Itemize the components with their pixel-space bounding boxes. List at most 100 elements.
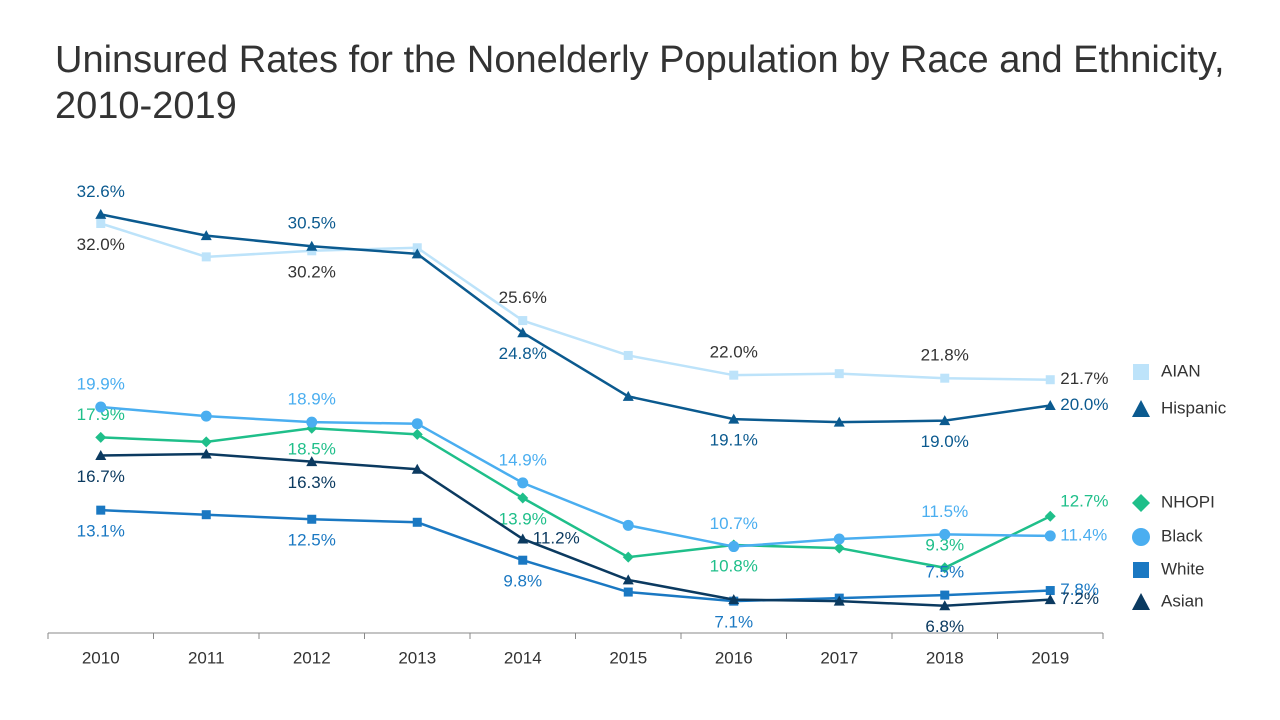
marker [1133,364,1149,380]
data-label: 13.9% [499,510,547,529]
marker [622,551,634,563]
x-tick-label: 2017 [820,648,858,667]
marker [411,463,423,474]
marker [96,219,106,228]
data-label: 30.2% [288,262,336,281]
data-label: 16.3% [288,473,336,492]
data-label: 7.8% [1060,580,1099,599]
marker [306,456,318,467]
data-label: 9.3% [925,535,964,554]
x-tick-label: 2015 [609,648,647,667]
marker [939,528,951,540]
data-label: 18.5% [288,440,336,459]
marker [518,555,528,565]
marker [95,401,107,413]
data-label: 25.6% [499,288,547,307]
data-label: 22.0% [710,343,758,362]
data-label: 13.1% [77,522,125,541]
data-label: 16.7% [77,467,125,486]
data-label: 10.8% [710,557,758,576]
marker [1132,494,1150,512]
chart-title: Uninsured Rates for the Nonelderly Popul… [55,39,1225,127]
data-label: 21.8% [921,346,969,365]
marker [833,542,845,554]
series-line [100,405,1051,548]
marker [517,492,529,504]
series-line [100,452,1051,607]
marker [306,240,318,251]
marker [729,370,739,380]
legend-label: Black [1161,526,1203,545]
marker [517,533,529,544]
x-tick-label: 2013 [398,648,436,667]
series-line [100,222,1051,381]
marker [411,418,423,430]
marker [96,505,106,515]
marker [517,477,529,489]
x-tick-label: 2018 [926,648,964,667]
data-label: 32.6% [77,182,125,201]
marker [1045,375,1055,385]
marker [517,327,529,338]
marker [728,413,740,424]
marker [200,410,212,422]
marker [201,510,211,520]
data-label: 14.9% [499,450,547,469]
data-label: 19.9% [77,375,125,394]
marker [200,448,212,459]
series-line [100,508,1051,603]
legend-label: White [1161,559,1204,578]
data-label: 10.7% [710,514,758,533]
data-label: 32.0% [77,235,125,254]
data-label: 11.5% [921,502,968,521]
marker [307,246,317,256]
data-label: 12.7% [1060,492,1108,511]
marker [412,517,422,527]
marker [1132,400,1150,417]
x-tick-label: 2010 [82,648,120,667]
marker [1133,562,1149,578]
marker [1044,594,1056,605]
data-label: 11.2% [533,528,580,547]
marker [200,230,212,241]
data-label: 7.2% [1060,589,1099,608]
marker [1132,528,1150,546]
legend-label: Hispanic [1161,398,1227,417]
marker [307,514,317,524]
marker [201,252,211,262]
marker [622,519,634,531]
data-label: 11.4% [1060,525,1107,544]
data-label: 30.5% [288,214,336,233]
data-label: 24.8% [499,344,547,363]
marker [1045,586,1055,596]
data-label: 7.5% [925,563,964,582]
marker [833,533,845,545]
marker [728,541,740,553]
marker [623,587,633,597]
marker [940,373,950,383]
marker [1132,593,1150,610]
marker [940,590,950,600]
data-label: 17.9% [77,405,125,424]
marker [200,436,212,448]
marker [939,415,951,426]
marker [411,248,423,259]
marker [833,416,845,427]
legend-label: AIAN [1161,361,1201,380]
data-label: 19.1% [710,431,758,450]
data-label: 19.0% [921,432,969,451]
marker [412,243,422,253]
marker [622,390,634,401]
data-label: 12.5% [288,531,336,550]
x-tick-label: 2012 [293,648,331,667]
x-tick-label: 2011 [188,648,225,667]
x-tick-label: 2014 [504,648,542,667]
marker [411,428,423,440]
marker [833,595,845,606]
marker [728,594,740,605]
marker [95,431,107,443]
marker [306,416,318,428]
marker [939,600,951,611]
x-tick-label: 2019 [1031,648,1069,667]
